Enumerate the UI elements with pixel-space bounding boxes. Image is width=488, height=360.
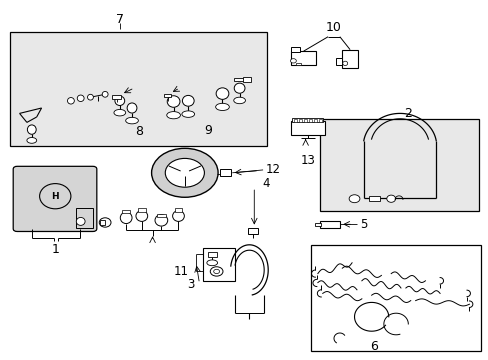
Bar — [294, 119, 297, 122]
Text: 12: 12 — [265, 163, 280, 176]
Ellipse shape — [182, 95, 194, 106]
Bar — [292, 118, 323, 122]
Ellipse shape — [342, 61, 347, 66]
Ellipse shape — [216, 88, 228, 99]
Text: 13: 13 — [300, 154, 315, 167]
Ellipse shape — [151, 148, 218, 197]
Ellipse shape — [206, 260, 217, 266]
Ellipse shape — [99, 218, 111, 227]
Text: 1: 1 — [52, 243, 60, 256]
Text: 2: 2 — [404, 107, 411, 120]
Ellipse shape — [167, 96, 180, 107]
Bar — [318, 119, 321, 122]
Ellipse shape — [27, 138, 37, 143]
Ellipse shape — [155, 215, 167, 226]
Ellipse shape — [172, 211, 184, 221]
Ellipse shape — [127, 103, 137, 113]
Bar — [112, 95, 121, 99]
Bar — [248, 228, 258, 234]
Ellipse shape — [27, 125, 36, 134]
Bar — [308, 119, 311, 122]
Bar — [320, 221, 339, 228]
Text: 3: 3 — [186, 278, 194, 291]
Bar — [122, 210, 130, 213]
Ellipse shape — [67, 98, 74, 104]
Bar — [315, 223, 321, 226]
Text: H: H — [51, 192, 59, 201]
Ellipse shape — [40, 184, 71, 209]
Bar — [295, 63, 300, 65]
Bar — [342, 50, 357, 68]
Ellipse shape — [213, 269, 219, 274]
Bar — [290, 51, 316, 65]
Text: 7: 7 — [116, 13, 123, 26]
Bar — [304, 119, 306, 122]
Ellipse shape — [120, 212, 132, 224]
Bar — [243, 77, 250, 82]
Bar — [233, 78, 243, 81]
Bar — [163, 94, 171, 97]
Ellipse shape — [166, 112, 180, 119]
Ellipse shape — [115, 96, 124, 105]
Text: 4: 4 — [262, 177, 270, 190]
Ellipse shape — [76, 217, 85, 225]
Bar — [220, 169, 230, 176]
Bar — [157, 214, 165, 217]
Ellipse shape — [210, 267, 223, 276]
Bar — [203, 248, 234, 281]
Bar — [310, 245, 480, 351]
Ellipse shape — [386, 195, 395, 202]
Ellipse shape — [114, 109, 125, 116]
Bar — [336, 58, 342, 65]
Bar — [313, 119, 316, 122]
Bar — [10, 32, 266, 146]
Bar — [100, 220, 104, 225]
Bar — [368, 196, 379, 201]
Text: 9: 9 — [203, 124, 211, 137]
Ellipse shape — [234, 83, 244, 93]
Text: 11: 11 — [173, 265, 188, 278]
Bar — [207, 252, 216, 257]
Bar — [174, 208, 182, 212]
Ellipse shape — [102, 91, 108, 97]
Bar — [290, 121, 325, 135]
Ellipse shape — [125, 117, 138, 124]
Bar — [138, 208, 145, 212]
Ellipse shape — [165, 158, 204, 187]
FancyBboxPatch shape — [13, 166, 97, 231]
Text: 5: 5 — [359, 218, 366, 231]
Ellipse shape — [348, 195, 359, 203]
Bar — [290, 47, 299, 52]
Ellipse shape — [215, 103, 229, 111]
Ellipse shape — [233, 97, 245, 104]
Text: 8: 8 — [135, 125, 143, 138]
Ellipse shape — [182, 111, 194, 117]
Ellipse shape — [77, 95, 84, 102]
Bar — [76, 208, 93, 228]
Bar — [320, 119, 478, 211]
Bar — [299, 119, 302, 122]
Text: 6: 6 — [369, 340, 377, 353]
Ellipse shape — [136, 211, 147, 221]
Text: 10: 10 — [325, 21, 341, 33]
Ellipse shape — [87, 94, 93, 100]
Ellipse shape — [290, 59, 296, 63]
